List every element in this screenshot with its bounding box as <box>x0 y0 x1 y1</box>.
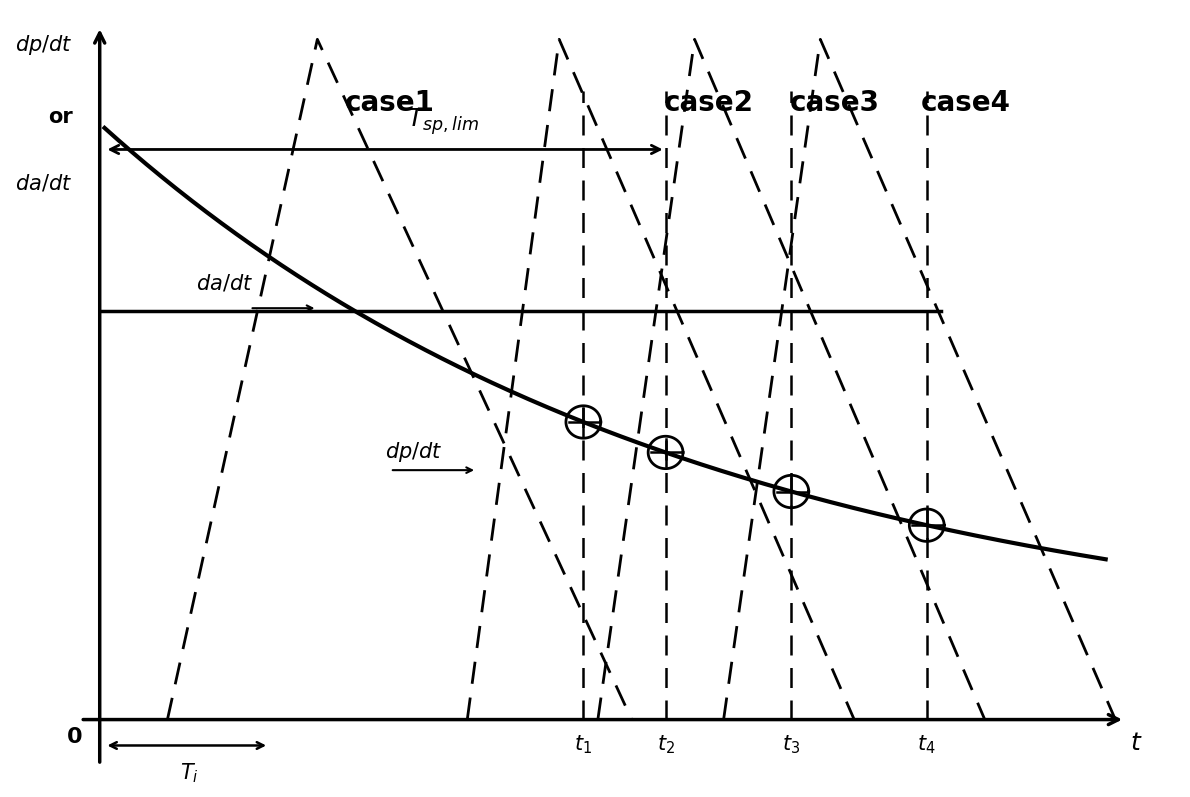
Text: $da/dt$: $da/dt$ <box>15 172 73 193</box>
Text: $dp/dt$: $dp/dt$ <box>15 33 73 57</box>
Text: $T_i$: $T_i$ <box>180 762 199 785</box>
Text: $T_{sp,lim}$: $T_{sp,lim}$ <box>407 106 480 136</box>
Text: $t_4$: $t_4$ <box>917 734 937 756</box>
Text: case4: case4 <box>920 89 1010 117</box>
Text: case3: case3 <box>790 89 879 117</box>
Text: case2: case2 <box>664 89 754 117</box>
Text: $da/dt$: $da/dt$ <box>196 273 253 293</box>
Text: $t_2$: $t_2$ <box>657 734 675 756</box>
Text: or: or <box>48 108 73 128</box>
Text: $dp/dt$: $dp/dt$ <box>386 440 443 464</box>
Text: case1: case1 <box>345 89 434 117</box>
Text: $t$: $t$ <box>1129 731 1142 756</box>
Text: $t_3$: $t_3$ <box>782 734 801 756</box>
Text: $t_1$: $t_1$ <box>575 734 593 756</box>
Text: 0: 0 <box>67 728 82 748</box>
